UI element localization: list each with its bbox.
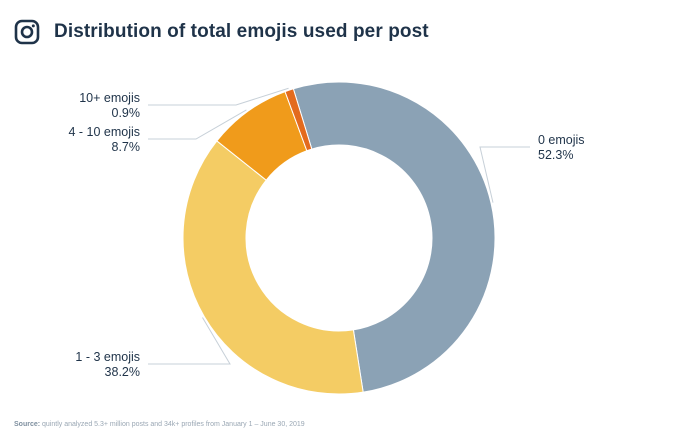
slice-10-emojis bbox=[284, 88, 313, 152]
instagram-icon bbox=[14, 19, 40, 45]
leader-line bbox=[148, 87, 289, 106]
leader-line bbox=[148, 317, 231, 365]
source-prefix: Source: bbox=[14, 421, 41, 428]
chart-slices bbox=[182, 81, 496, 395]
slice-value-label: 0.9% bbox=[112, 106, 141, 120]
slice-value-label: 52.3% bbox=[538, 148, 573, 162]
chart-header: Distribution of total emojis used per po… bbox=[14, 16, 429, 48]
chart-title: Distribution of total emojis used per po… bbox=[54, 21, 429, 42]
source-text: quintly analyzed 5.3+ million posts and … bbox=[42, 421, 305, 428]
slice-label: 10+ emojis bbox=[79, 91, 140, 105]
slice-label: 0 emojis bbox=[538, 133, 585, 147]
slice-0-emojis bbox=[292, 81, 496, 393]
slice-label: 1 - 3 emojis bbox=[75, 350, 140, 364]
slice-label: 4 - 10 emojis bbox=[68, 125, 140, 139]
slice-1-3-emojis bbox=[182, 140, 364, 395]
chart-leader-lines bbox=[148, 87, 530, 365]
slice-value-label: 38.2% bbox=[105, 365, 140, 379]
slice-value-label: 8.7% bbox=[112, 140, 141, 154]
source-note: Source: quintly analyzed 5.3+ million po… bbox=[14, 421, 305, 428]
leader-line bbox=[148, 109, 247, 140]
leader-line bbox=[479, 146, 530, 203]
